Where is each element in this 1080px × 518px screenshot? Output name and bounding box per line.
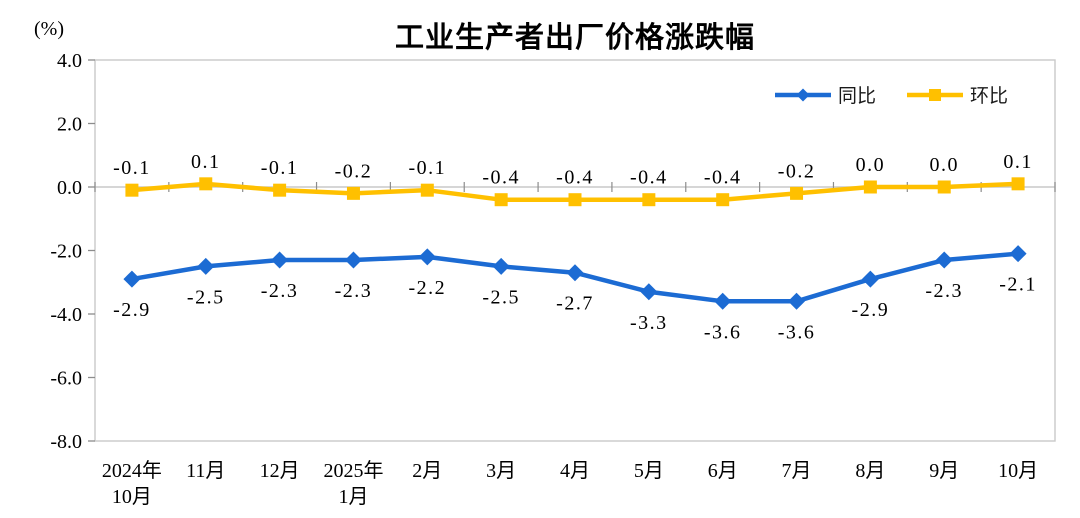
data-label: -2.3 [925,280,963,302]
data-label: -0.4 [630,167,668,189]
data-point-marker [494,193,508,207]
legend-item-yoy: 同比 [774,81,876,108]
data-point-marker [1011,177,1025,191]
data-label: -0.4 [704,167,742,189]
x-category-label: 9月 [929,460,959,482]
data-label: 0.0 [856,154,886,176]
data-point-marker [640,283,658,301]
chart-title: 工业生产者出厂价格涨跌幅 [394,22,755,54]
data-point-marker [273,183,287,197]
data-label: -2.5 [482,286,520,308]
data-label: -2.7 [556,293,594,315]
y-tick-label: -8.0 [50,431,82,453]
data-point-marker [863,180,877,194]
series-yoy: -2.9 -2.5 -2.3 -2.3 -2.2 -2.5 -2.7 -3.3 -3.6 -3.6… [113,245,1037,343]
y-axis: 4.0 2.0 0.0 -2.0 -4.0 -6.0 -8.0 [50,50,95,453]
data-point-marker [716,193,730,207]
data-label: -3.6 [704,321,742,343]
data-point-marker [125,183,139,197]
data-point-marker [271,251,289,269]
data-label: -0.1 [408,157,446,179]
x-axis-labels: 2024年 10月 11月 12月 2025年 1月 2月 3月 4月 5月 6月 7月 8月 9月 10月 [102,459,1038,508]
x-category-label: 5月 [634,460,664,482]
data-point-marker [937,180,951,194]
data-point-marker [788,292,806,310]
data-label: -0.2 [335,160,373,182]
data-label: -0.4 [556,167,594,189]
data-label: -2.9 [852,299,890,321]
y-tick-label: 2.0 [57,114,82,136]
y-axis-unit-label: (%) [34,18,64,40]
data-point-marker [1009,245,1027,263]
x-category-label: 2月 [412,460,442,482]
x-category-label: 1月 [338,486,368,508]
data-point-marker [346,186,360,200]
x-category-label: 11月 [186,460,225,482]
data-label: -0.1 [113,157,151,179]
data-point-marker [420,183,434,197]
data-label: -2.3 [261,280,299,302]
data-label: 0.1 [191,151,221,173]
y-tick-label: 4.0 [57,50,82,72]
legend-label: 环比 [969,86,1008,107]
data-label: -2.2 [408,277,446,299]
x-category-label: 7月 [782,460,812,482]
plot-border [94,59,1056,442]
data-point-marker [935,251,953,269]
data-point-marker [492,257,510,275]
data-point-marker [568,193,582,207]
x-category-label: 6月 [708,460,738,482]
x-category-label: 12月 [260,460,300,482]
legend: 同比 环比 [774,81,1008,108]
data-point-marker [123,270,141,288]
legend-label: 同比 [837,86,876,107]
data-label: -2.1 [999,274,1037,296]
data-point-marker [714,292,732,310]
legend-swatch-square-icon [906,88,963,101]
x-category-label: 3月 [486,460,516,482]
data-label: -0.1 [261,157,299,179]
data-label: 0.1 [1003,151,1033,173]
data-point-marker [790,186,804,200]
data-point-marker [418,248,436,266]
y-tick-label: -6.0 [50,368,82,390]
data-point-marker [566,264,584,282]
x-category-label: 10月 [112,486,152,508]
y-tick-label: -2.0 [50,241,82,263]
data-point-marker [197,257,215,275]
legend-item-mom: 环比 [906,81,1008,108]
data-point-marker [344,251,362,269]
x-category-label: 2024年 [102,459,162,482]
x-category-label: 2025年 [323,459,383,482]
x-category-label: 8月 [855,460,885,482]
y-tick-label: 0.0 [57,177,82,199]
data-point-marker [642,193,656,207]
data-label: -3.3 [630,312,668,334]
y-tick-label: -4.0 [50,304,82,326]
x-category-label: 10月 [998,460,1038,482]
data-point-marker [861,270,879,288]
series-mom: -0.1 0.1 -0.1 -0.2 -0.1 -0.4 -0.4 -0.4 -0.4 -0.2 0… [113,151,1033,207]
data-label: -0.4 [482,167,520,189]
data-point-marker [199,177,213,191]
data-label: 0.0 [929,154,959,176]
data-label: -0.2 [778,160,816,182]
legend-swatch-diamond-icon [774,88,831,101]
data-label: -3.6 [778,321,816,343]
data-label: -2.3 [335,280,373,302]
data-label: -2.5 [187,286,225,308]
x-category-label: 4月 [560,460,590,482]
data-label: -2.9 [113,299,151,321]
